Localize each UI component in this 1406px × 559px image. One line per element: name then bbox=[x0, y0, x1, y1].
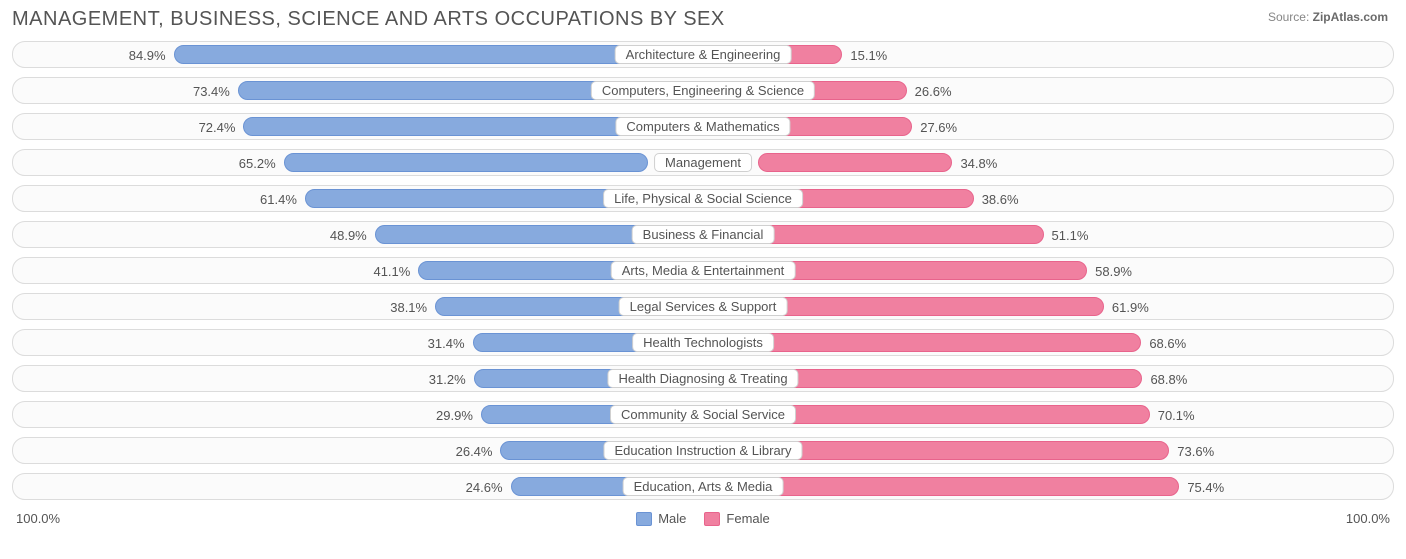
chart-row: Life, Physical & Social Science 61.4% 38.6… bbox=[12, 185, 1394, 212]
female-bar bbox=[758, 477, 1179, 496]
axis-right-label: 100.0% bbox=[1346, 511, 1390, 526]
male-pct-label: 61.4% bbox=[260, 186, 297, 212]
female-pct-label: 61.9% bbox=[1112, 294, 1149, 320]
female-pct-label: 34.8% bbox=[960, 150, 997, 176]
male-swatch-icon bbox=[636, 512, 652, 526]
category-label: Computers & Mathematics bbox=[615, 117, 790, 136]
category-label: Community & Social Service bbox=[610, 405, 796, 424]
male-bar bbox=[238, 81, 648, 100]
category-label: Architecture & Engineering bbox=[615, 45, 792, 64]
category-label: Business & Financial bbox=[632, 225, 775, 244]
male-bar bbox=[174, 45, 648, 64]
chart-title: MANAGEMENT, BUSINESS, SCIENCE AND ARTS O… bbox=[12, 8, 1394, 31]
male-pct-label: 29.9% bbox=[436, 402, 473, 428]
category-label: Health Diagnosing & Treating bbox=[607, 369, 798, 388]
category-label: Education, Arts & Media bbox=[623, 477, 784, 496]
female-pct-label: 38.6% bbox=[982, 186, 1019, 212]
legend-male: Male bbox=[636, 511, 686, 526]
female-pct-label: 51.1% bbox=[1052, 222, 1089, 248]
female-bar bbox=[758, 369, 1142, 388]
occupations-by-sex-chart: MANAGEMENT, BUSINESS, SCIENCE AND ARTS O… bbox=[0, 0, 1406, 536]
source-attribution: Source: ZipAtlas.com bbox=[1268, 10, 1388, 24]
female-bar bbox=[758, 333, 1141, 352]
male-pct-label: 31.4% bbox=[428, 330, 465, 356]
axis-left-label: 100.0% bbox=[16, 511, 60, 526]
male-pct-label: 84.9% bbox=[129, 42, 166, 68]
chart-axis: 100.0% Male Female 100.0% bbox=[12, 509, 1394, 532]
legend: Male Female bbox=[636, 511, 770, 526]
legend-male-label: Male bbox=[658, 511, 686, 526]
chart-row: Architecture & Engineering 84.9% 15.1% bbox=[12, 41, 1394, 68]
chart-rows: Architecture & Engineering 84.9% 15.1% Comp… bbox=[12, 41, 1394, 500]
male-bar bbox=[435, 297, 648, 316]
chart-row: Education, Arts & Media 24.6% 75.4% bbox=[12, 473, 1394, 500]
female-pct-label: 27.6% bbox=[920, 114, 957, 140]
chart-row: Computers, Engineering & Science 73.4% 26.… bbox=[12, 77, 1394, 104]
male-pct-label: 72.4% bbox=[199, 114, 236, 140]
female-pct-label: 73.6% bbox=[1177, 438, 1214, 464]
chart-row: Education Instruction & Library 26.4% 73.6… bbox=[12, 437, 1394, 464]
male-pct-label: 31.2% bbox=[429, 366, 466, 392]
female-bar bbox=[758, 261, 1087, 280]
female-bar bbox=[758, 405, 1150, 424]
chart-row: Health Diagnosing & Treating 31.2% 68.8% bbox=[12, 365, 1394, 392]
chart-row: Arts, Media & Entertainment 41.1% 58.9% bbox=[12, 257, 1394, 284]
chart-row: Community & Social Service 29.9% 70.1% bbox=[12, 401, 1394, 428]
male-pct-label: 24.6% bbox=[466, 474, 503, 500]
male-bar bbox=[375, 225, 648, 244]
chart-row: Computers & Mathematics 72.4% 27.6% bbox=[12, 113, 1394, 140]
male-bar bbox=[473, 333, 648, 352]
female-bar bbox=[758, 297, 1104, 316]
male-pct-label: 73.4% bbox=[193, 78, 230, 104]
category-label: Health Technologists bbox=[632, 333, 774, 352]
female-bar bbox=[758, 441, 1169, 460]
male-pct-label: 41.1% bbox=[373, 258, 410, 284]
source-prefix: Source: bbox=[1268, 10, 1313, 24]
female-swatch-icon bbox=[704, 512, 720, 526]
female-pct-label: 68.6% bbox=[1149, 330, 1186, 356]
female-pct-label: 26.6% bbox=[915, 78, 952, 104]
male-pct-label: 65.2% bbox=[239, 150, 276, 176]
category-label: Management bbox=[654, 153, 752, 172]
female-bar bbox=[758, 225, 1044, 244]
legend-female: Female bbox=[704, 511, 769, 526]
female-bar bbox=[758, 153, 952, 172]
chart-row: Health Technologists 31.4% 68.6% bbox=[12, 329, 1394, 356]
source-name: ZipAtlas.com bbox=[1313, 10, 1388, 24]
male-bar bbox=[284, 153, 648, 172]
legend-female-label: Female bbox=[726, 511, 769, 526]
chart-row: Management 65.2% 34.8% bbox=[12, 149, 1394, 176]
category-label: Education Instruction & Library bbox=[603, 441, 802, 460]
female-pct-label: 15.1% bbox=[850, 42, 887, 68]
category-label: Arts, Media & Entertainment bbox=[611, 261, 796, 280]
male-pct-label: 26.4% bbox=[456, 438, 493, 464]
female-pct-label: 75.4% bbox=[1187, 474, 1224, 500]
category-label: Legal Services & Support bbox=[619, 297, 788, 316]
category-label: Life, Physical & Social Science bbox=[603, 189, 803, 208]
category-label: Computers, Engineering & Science bbox=[591, 81, 815, 100]
male-pct-label: 48.9% bbox=[330, 222, 367, 248]
male-bar bbox=[243, 117, 648, 136]
male-pct-label: 38.1% bbox=[390, 294, 427, 320]
chart-row: Legal Services & Support 38.1% 61.9% bbox=[12, 293, 1394, 320]
male-bar bbox=[305, 189, 648, 208]
female-pct-label: 70.1% bbox=[1158, 402, 1195, 428]
female-pct-label: 68.8% bbox=[1150, 366, 1187, 392]
chart-row: Business & Financial 48.9% 51.1% bbox=[12, 221, 1394, 248]
female-pct-label: 58.9% bbox=[1095, 258, 1132, 284]
